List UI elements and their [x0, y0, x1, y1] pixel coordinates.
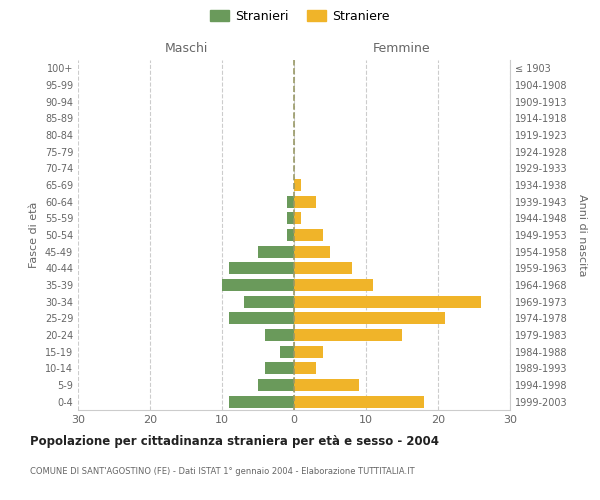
- Bar: [258, 246, 294, 258]
- Bar: [258, 379, 294, 391]
- Bar: [280, 346, 294, 358]
- Y-axis label: Fasce di età: Fasce di età: [29, 202, 39, 268]
- Bar: [287, 196, 294, 207]
- Bar: [294, 346, 323, 358]
- Bar: [287, 229, 294, 241]
- Bar: [222, 279, 294, 291]
- Bar: [294, 262, 352, 274]
- Bar: [265, 362, 294, 374]
- Bar: [294, 279, 373, 291]
- Text: Maschi: Maschi: [164, 42, 208, 55]
- Text: Popolazione per cittadinanza straniera per età e sesso - 2004: Popolazione per cittadinanza straniera p…: [30, 435, 439, 448]
- Bar: [229, 396, 294, 407]
- Bar: [294, 246, 330, 258]
- Bar: [294, 229, 323, 241]
- Bar: [244, 296, 294, 308]
- Bar: [229, 312, 294, 324]
- Bar: [294, 379, 359, 391]
- Bar: [294, 312, 445, 324]
- Bar: [294, 212, 301, 224]
- Bar: [294, 329, 402, 341]
- Bar: [294, 196, 316, 207]
- Y-axis label: Anni di nascita: Anni di nascita: [577, 194, 587, 276]
- Bar: [287, 212, 294, 224]
- Bar: [265, 329, 294, 341]
- Bar: [294, 396, 424, 407]
- Bar: [294, 179, 301, 191]
- Legend: Stranieri, Straniere: Stranieri, Straniere: [206, 6, 394, 26]
- Bar: [294, 296, 481, 308]
- Text: Femmine: Femmine: [373, 42, 431, 55]
- Bar: [294, 362, 316, 374]
- Bar: [229, 262, 294, 274]
- Text: COMUNE DI SANT'AGOSTINO (FE) - Dati ISTAT 1° gennaio 2004 - Elaborazione TUTTITA: COMUNE DI SANT'AGOSTINO (FE) - Dati ISTA…: [30, 468, 415, 476]
